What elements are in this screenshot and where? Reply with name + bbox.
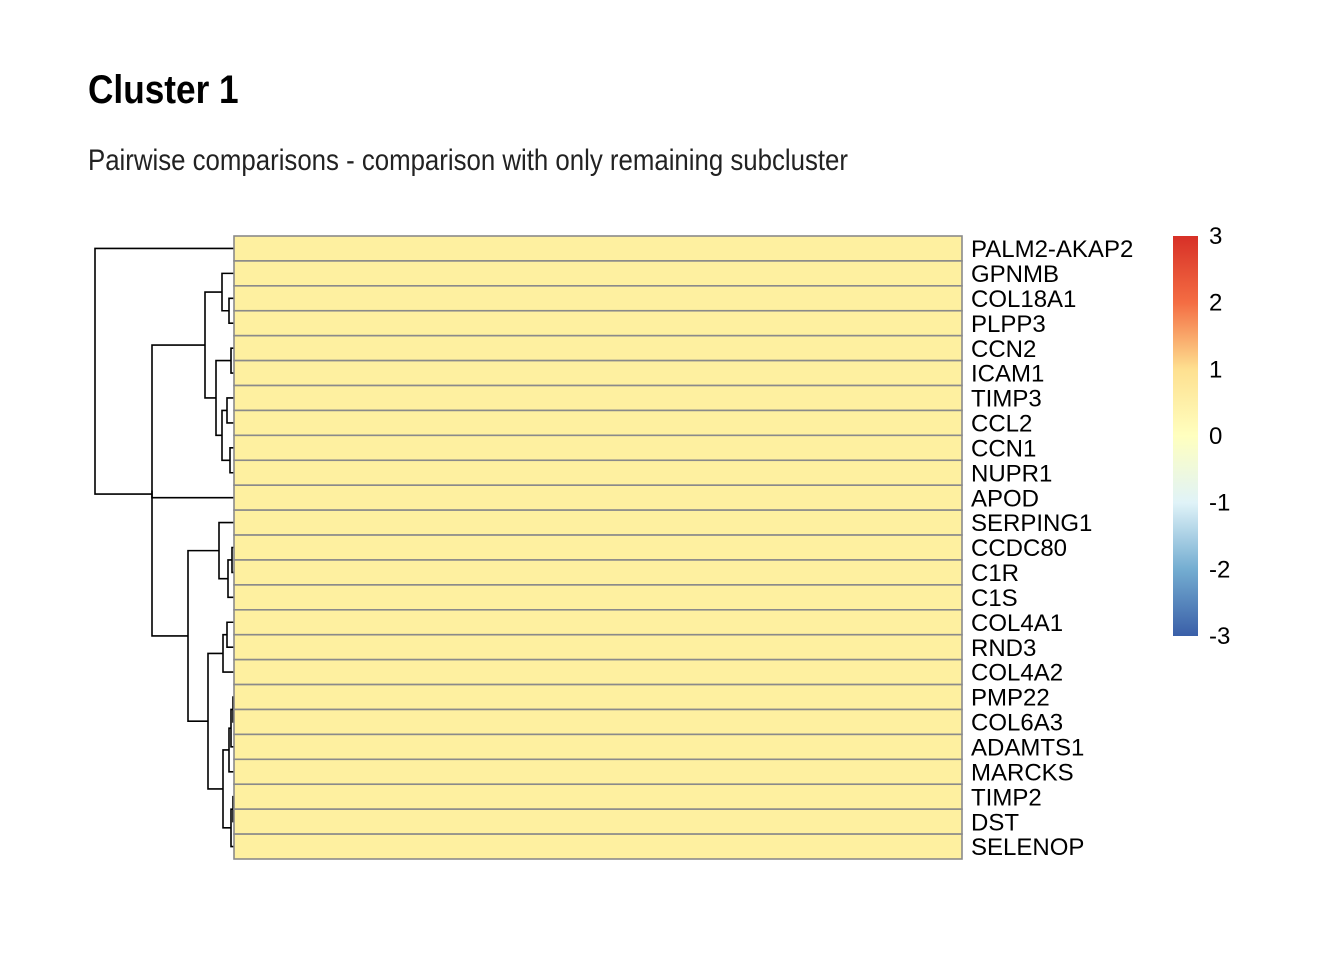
row-label: GPNMB — [971, 261, 1059, 288]
heatmap-cell-plpp3 — [233, 309, 963, 337]
row-label: PLPP3 — [971, 311, 1046, 338]
row-label: ICAM1 — [971, 361, 1044, 388]
chart-title: Cluster 1 — [88, 68, 239, 112]
row-label: PMP22 — [971, 685, 1050, 712]
row-label: RND3 — [971, 635, 1036, 662]
color-legend: 3 2 1 0 -1 -2 -3 — [1173, 223, 1230, 650]
heatmap-cell-col4a1 — [233, 608, 963, 636]
dendrogram-branch — [151, 490, 234, 499]
dendrogram-branch — [187, 549, 219, 722]
legend-tick-label: -3 — [1209, 623, 1230, 650]
heatmap-cells — [233, 235, 963, 860]
heatmap-cell-timp3 — [233, 384, 963, 412]
heatmap-cell-ccn2 — [233, 334, 963, 362]
row-label: TIMP2 — [971, 784, 1042, 811]
row-label: CCDC80 — [971, 535, 1067, 562]
dendrogram-branch — [226, 621, 234, 648]
row-label: CCN1 — [971, 435, 1036, 462]
row-dendrogram — [94, 247, 234, 848]
legend-tick-label: 3 — [1209, 223, 1222, 250]
row-label: NUPR1 — [971, 460, 1052, 487]
row-label: CCN2 — [971, 336, 1036, 363]
row-label: ADAMTS1 — [971, 735, 1084, 762]
chart-subtitle: Pairwise comparisons - comparison with o… — [88, 144, 848, 177]
legend-tick-label: 1 — [1209, 356, 1222, 383]
heatmap-cell-ccdc80 — [233, 534, 963, 561]
row-label: TIMP3 — [971, 386, 1042, 413]
dendrogram-branch — [221, 409, 230, 462]
heatmap-cell-icam1 — [233, 359, 963, 387]
row-label: COL4A1 — [971, 610, 1063, 637]
row-label: APOD — [971, 485, 1039, 512]
heatmap-cell-col6a3 — [233, 708, 963, 736]
heatmap-cell-selenop — [233, 833, 963, 860]
heatmap-cell-ccn1 — [233, 434, 963, 462]
legend-color-bar — [1173, 236, 1198, 636]
legend-tick-label: -2 — [1209, 556, 1230, 583]
heatmap-cell-timp2 — [233, 783, 963, 810]
row-label: COL18A1 — [971, 286, 1076, 313]
heatmap-cell-apod — [233, 484, 963, 511]
heatmap-cell-palm2-akap2 — [233, 235, 963, 262]
row-label: C1S — [971, 585, 1018, 612]
heatmap-cell-marcks — [233, 758, 963, 786]
row-label: SELENOP — [971, 834, 1084, 861]
dendrogram-branch — [222, 633, 234, 673]
heatmap-cell-col18a1 — [233, 285, 963, 312]
heatmap-cell-adamts1 — [233, 733, 963, 761]
heatmap-cell-c1s — [233, 584, 963, 611]
dendrogram-branch — [204, 291, 222, 399]
heatmap-cell-c1r — [233, 559, 963, 586]
legend-tick-label: 2 — [1209, 290, 1222, 317]
dendrogram-branch — [151, 344, 205, 637]
row-label: C1R — [971, 560, 1019, 587]
row-label: SERPING1 — [971, 510, 1092, 537]
dendrogram-branch — [227, 559, 234, 599]
heatmap-cell-col4a2 — [233, 658, 963, 686]
heatmap-cell-dst — [233, 808, 963, 835]
legend-tick-label: 0 — [1209, 423, 1222, 450]
heatmap-cell-gpnmb — [233, 260, 963, 287]
dendrogram-branch — [226, 397, 234, 424]
heatmap-cell-ccl2 — [233, 409, 963, 437]
legend-tick-label: -1 — [1209, 490, 1230, 517]
dendrogram-branch — [207, 652, 223, 790]
heatmap-cell-nupr1 — [233, 459, 963, 486]
heatmap-cell-rnd3 — [233, 633, 963, 661]
row-label: COL6A3 — [971, 710, 1063, 737]
row-labels: PALM2-AKAP2GPNMBCOL18A1PLPP3CCN2ICAM1TIM… — [971, 236, 1133, 861]
dendrogram-branch — [94, 247, 234, 495]
dendrogram-branch — [221, 272, 234, 312]
row-label: CCL2 — [971, 411, 1032, 438]
row-label: DST — [971, 809, 1019, 836]
heatmap-cell-serping1 — [233, 509, 963, 536]
row-label: MARCKS — [971, 759, 1074, 786]
row-label: COL4A2 — [971, 660, 1063, 687]
row-label: PALM2-AKAP2 — [971, 236, 1133, 263]
heatmap-cell-pmp22 — [233, 683, 963, 711]
